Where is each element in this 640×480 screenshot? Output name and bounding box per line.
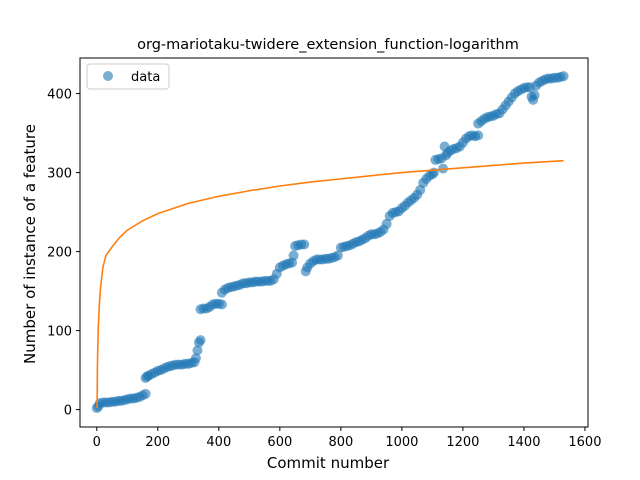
data-point-47 (216, 299, 227, 310)
data-point-137 (473, 130, 484, 141)
x-tick-label-600: 600 (267, 435, 292, 450)
legend-box (86, 63, 170, 90)
data-point-39 (195, 335, 206, 346)
plot-area: 0 200 400 600 800 1000 1200 1400 1600 0 100 200 300 4… (47, 57, 601, 450)
data-point-168 (558, 71, 569, 82)
y-tick-label-300: 300 (47, 167, 72, 182)
legend-marker-data (103, 71, 113, 81)
y-tick-label-200: 200 (47, 246, 72, 261)
y-tick-label-0: 0 (64, 404, 72, 419)
x-axis-label: Commit number (267, 454, 390, 472)
x-tick-label-1400: 1400 (507, 435, 540, 450)
x-tick-label-1000: 1000 (385, 435, 418, 450)
data-point-88 (332, 250, 343, 261)
y-tick-label-400: 400 (47, 88, 72, 103)
data-point-72 (288, 250, 299, 261)
data-point-76 (299, 239, 310, 250)
y-axis-label: Number of instance of a feature (21, 124, 39, 364)
x-tick-label-1600: 1600 (568, 435, 601, 450)
x-tick-label-800: 800 (328, 435, 353, 450)
legend-label-data: data (131, 70, 160, 85)
data-point-37 (192, 345, 203, 356)
y-tick-label-100: 100 (47, 325, 72, 340)
axes-frame (79, 57, 589, 428)
x-tick-label-200: 200 (145, 435, 170, 450)
x-tick-label-0: 0 (93, 435, 101, 450)
data-point-17 (140, 388, 151, 399)
data-point-36 (190, 353, 201, 364)
x-tick-label-400: 400 (206, 435, 231, 450)
legend: data (86, 63, 170, 90)
data-point-104 (381, 218, 392, 229)
data-point-158 (529, 90, 540, 101)
chart-title: org-mariotaku-twidere_extension_function… (137, 37, 519, 53)
fit-curve-1 (96, 159, 564, 409)
x-tick-label-1200: 1200 (446, 435, 479, 450)
